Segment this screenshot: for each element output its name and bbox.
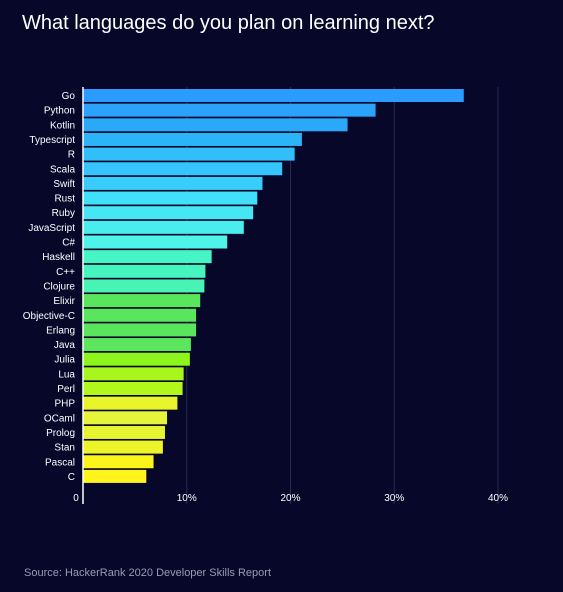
bar-php (83, 396, 178, 410)
category-label: Elixir (53, 296, 75, 307)
category-label: Objective-C (23, 311, 75, 322)
category-label: R (68, 150, 75, 161)
bar-pascal (83, 455, 154, 469)
category-label: OCaml (44, 413, 75, 424)
category-label: Stan (54, 443, 75, 454)
category-label: PHP (54, 399, 75, 410)
bar-c- (83, 235, 228, 249)
category-label: JavaScript (28, 223, 75, 234)
bar-lua (83, 367, 184, 381)
bar-stan (83, 440, 163, 454)
bar-kotlin (83, 118, 348, 132)
bar-ocaml (83, 411, 168, 425)
x-tick-label: 0 (73, 493, 79, 504)
bar-java (83, 338, 191, 352)
bar-rust (83, 191, 258, 205)
bar-perl (83, 382, 183, 395)
x-tick-label: 40% (488, 493, 508, 504)
category-label: C (68, 472, 75, 483)
category-label: Haskell (42, 252, 75, 263)
bar-objective-c (83, 308, 197, 322)
bar-swift (83, 176, 263, 190)
category-label: Java (54, 340, 76, 351)
category-label: Scala (50, 164, 75, 175)
bar-python (83, 103, 376, 117)
category-label: Swift (53, 179, 75, 190)
category-label: Lua (58, 369, 75, 380)
bar-scala (83, 162, 283, 176)
chart-title: What languages do you plan on learning n… (22, 12, 435, 34)
category-label: Python (44, 106, 75, 117)
category-label: Prolog (46, 428, 75, 439)
bar-chart: Go Python Kotlin Typescript R Scala Swift Rust R… (23, 87, 508, 504)
bar-c- (83, 264, 206, 278)
source-note: Source: HackerRank 2020 Developer Skills… (24, 567, 272, 579)
category-label: Clojure (43, 281, 75, 292)
category-label: Go (62, 91, 76, 102)
bar-julia (83, 352, 190, 366)
category-label: Perl (57, 384, 75, 395)
category-label: Ruby (52, 208, 75, 219)
bar-haskell (83, 250, 212, 264)
category-label: Typescript (29, 135, 75, 146)
bar-elixir (83, 294, 201, 308)
bar-clojure (83, 279, 205, 293)
bar-go (83, 89, 464, 102)
category-label: C# (62, 238, 75, 249)
x-tick-label: 20% (280, 493, 300, 504)
category-label: Erlang (46, 325, 75, 336)
category-labels: Go Python Kotlin Typescript R Scala Swift Rust R… (23, 91, 76, 483)
x-tick-labels: 0 10% 20% 30% 40% (73, 493, 508, 504)
bar-r (83, 147, 295, 161)
category-label: Pascal (45, 457, 75, 468)
category-label: C++ (56, 267, 75, 278)
bar-typescript (83, 132, 302, 146)
bar-ruby (83, 206, 254, 220)
x-tick-label: 30% (384, 493, 404, 504)
x-tick-label: 10% (177, 493, 197, 504)
bar-prolog (83, 425, 165, 439)
category-label: Rust (54, 194, 75, 205)
bars (83, 89, 464, 483)
bar-c (83, 469, 147, 483)
bar-javascript (83, 220, 244, 234)
category-label: Julia (54, 355, 75, 366)
category-label: Kotlin (50, 120, 75, 131)
bar-erlang (83, 323, 197, 337)
